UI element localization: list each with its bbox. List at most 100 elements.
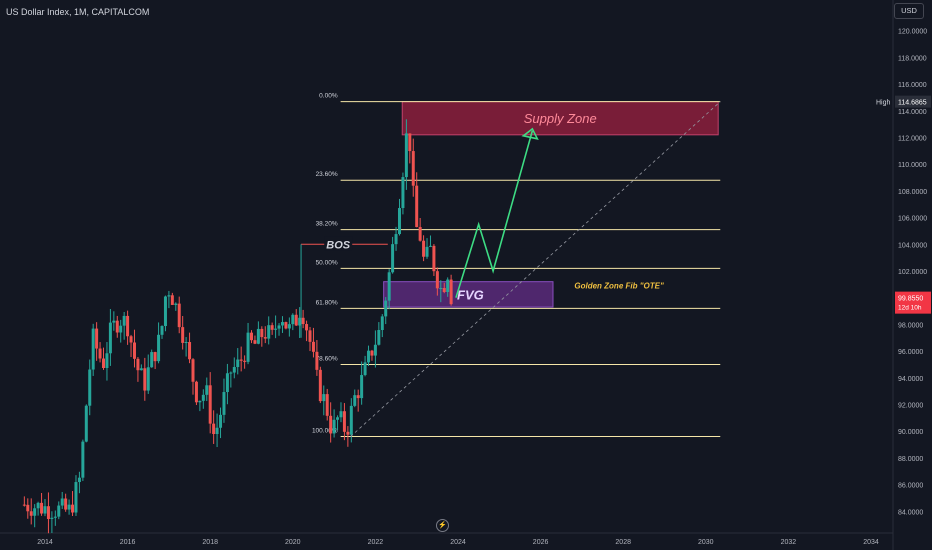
candle-body [308, 330, 312, 342]
trend-line [350, 101, 721, 437]
candle-body [263, 337, 267, 339]
supply-zone-box [401, 101, 719, 136]
candle-body [167, 295, 171, 297]
x-tick-label: 2022 [368, 539, 384, 546]
candle-body [91, 328, 95, 370]
candle-body [363, 362, 367, 376]
candle-body [81, 441, 85, 478]
candle-body [205, 385, 209, 395]
y-tick-label: 98.0000 [898, 322, 923, 329]
currency-button[interactable]: USD [894, 3, 924, 19]
candle-body [126, 315, 130, 337]
high-tag [895, 95, 931, 108]
candle-body [391, 244, 395, 273]
candle-body [274, 328, 278, 330]
x-tick-label: 2014 [37, 539, 53, 546]
candle-body [339, 411, 343, 418]
time-axis: 2014 2016 2018 2020 2022 2024 2026 2028 2030 2032… [37, 539, 879, 546]
candle-body [356, 395, 360, 399]
candle-body [250, 332, 253, 341]
candle-body [425, 246, 429, 257]
candle-body [115, 320, 119, 333]
candle-body [267, 325, 271, 339]
candle-body [428, 245, 432, 247]
golden-zone-label: Golden Zone Fib "OTE" [574, 282, 664, 291]
fvg-box [383, 281, 554, 308]
candle-body [232, 367, 236, 373]
x-tick-label: 2024 [450, 539, 466, 546]
candle-body [160, 326, 164, 335]
candle-body [301, 317, 305, 325]
fib-label: 0.00% [319, 93, 338, 100]
candle-body [208, 385, 212, 424]
x-tick-label: 2016 [120, 539, 136, 546]
candle-body [29, 511, 33, 516]
y-tick-label: 94.0000 [898, 376, 923, 383]
candle-body [129, 336, 133, 343]
candle-body [150, 352, 154, 368]
lightning-icon[interactable]: ⚡ [436, 519, 449, 532]
fib-levels: 0.00% 23.60% 38.20% 50.00% 61.80% 78.60% 100.0… [312, 93, 721, 438]
y-tick-label: 116.0000 [898, 82, 927, 89]
candle-body [57, 505, 61, 517]
candle-body [360, 375, 364, 399]
candle-body [191, 359, 195, 382]
zones: Supply Zone FVG [383, 101, 719, 308]
candle-body [270, 325, 274, 330]
candle-body [33, 508, 37, 516]
candle-body [50, 517, 54, 519]
candle-body [194, 381, 198, 403]
candle-body [349, 405, 353, 435]
candle-body [342, 411, 346, 432]
candle-body [181, 327, 185, 343]
candle-body [53, 516, 57, 518]
candle-body [112, 320, 116, 323]
fib-label: 61.80% [316, 299, 338, 306]
y-tick-label: 114.0000 [898, 109, 927, 116]
candle-body [397, 208, 401, 235]
candle-body [102, 358, 106, 368]
candle-body [305, 324, 309, 331]
y-tick-label: 90.0000 [898, 429, 923, 436]
candle-body [163, 296, 167, 327]
fib-label: 78.60% [316, 355, 338, 362]
last-price-tag [895, 291, 931, 314]
candle-body [415, 185, 419, 228]
candle-body [284, 322, 288, 329]
candle-body [318, 369, 322, 402]
y-tick-label: 96.0000 [898, 349, 923, 356]
projection-arrowhead [521, 127, 539, 140]
candle-body [377, 329, 381, 345]
countdown-value: 12d 10h [898, 305, 922, 312]
bos-label: BOS [326, 239, 351, 251]
candle-body [71, 504, 75, 513]
candle-body [315, 351, 319, 370]
candle-body [201, 394, 205, 401]
x-tick-label: 2032 [781, 539, 797, 546]
candle-body [277, 325, 281, 329]
candle-body [215, 427, 219, 435]
y-tick-label: 106.0000 [898, 216, 927, 223]
price-axis: 84.0000 86.0000 88.0000 90.0000 92.0000 94.00… [876, 29, 931, 516]
candle-body [291, 314, 295, 325]
x-tick-label: 2018 [202, 539, 218, 546]
candle-body [380, 316, 384, 330]
candle-body [177, 303, 181, 328]
candle-body [422, 240, 426, 257]
high-label: High [876, 100, 891, 107]
candles [22, 119, 453, 534]
candle-body [367, 350, 371, 363]
candle-body [64, 498, 68, 510]
grid [0, 0, 894, 550]
x-tick-label: 2030 [698, 539, 714, 546]
y-tick-label: 102.0000 [898, 269, 927, 276]
candle-body [322, 394, 326, 402]
last-price-value: 99.8550 [898, 296, 923, 303]
candle-body [74, 482, 78, 513]
candle-body [346, 431, 350, 435]
candle-body [198, 400, 202, 403]
candle-body [43, 506, 47, 514]
candle-body [139, 368, 143, 371]
candle-body [432, 245, 436, 272]
